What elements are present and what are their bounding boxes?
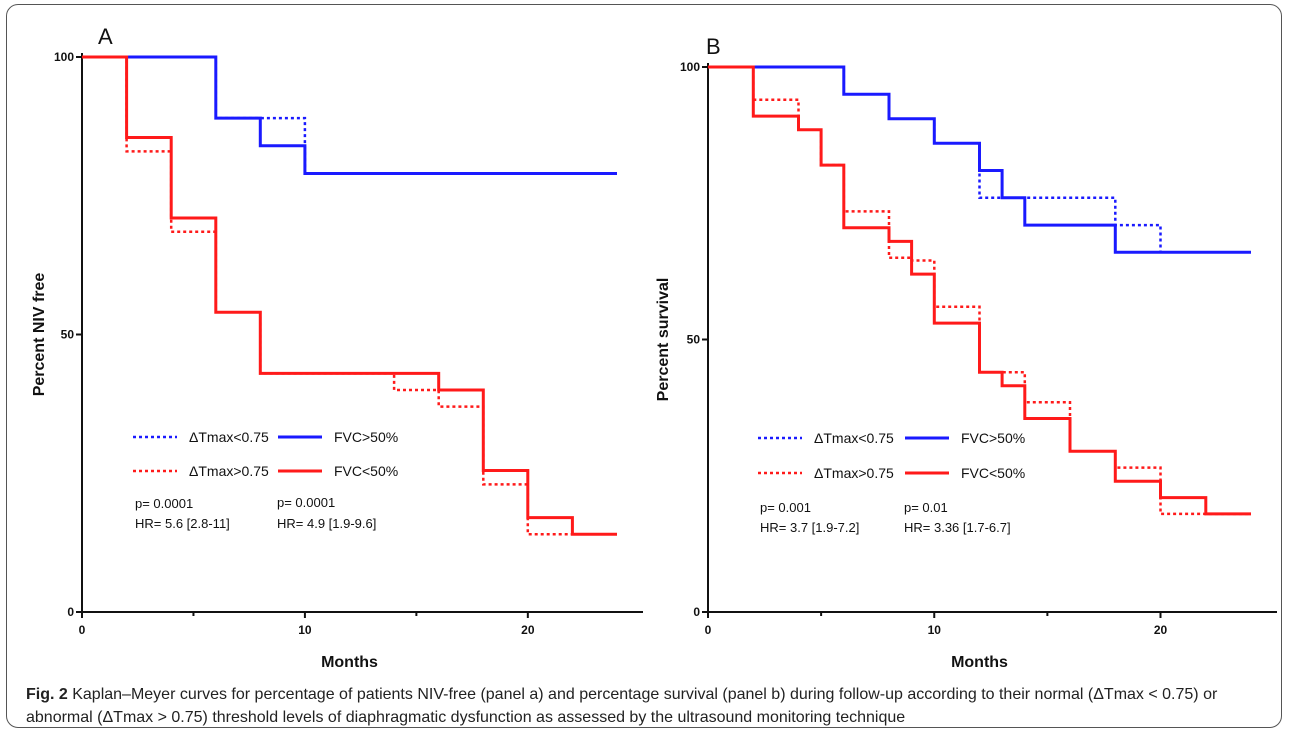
panel-b-y-axis-title: Percent survival (655, 278, 672, 402)
panel-a-series-tmax-0-75-curve (82, 55, 617, 536)
panel-a-y-axis-title: Percent NIV free (31, 273, 48, 397)
panel-b-x-tick-label: 10 (928, 623, 942, 637)
panel-b-hazard-ratio-text: HR= 3.7 [1.9-7.2] (760, 520, 859, 535)
panel-b-legend-label: ΔTmax>0.75 (814, 465, 894, 481)
panel-b-x-axis-title: Months (951, 654, 1008, 671)
panel-b-y-tick-label: 100 (680, 60, 700, 74)
panel-a-legend-label: FVC<50% (334, 463, 398, 479)
caption-text: Kaplan–Meyer curves for percentage of pa… (26, 686, 1218, 726)
panel-a-legend-label: FVC>50% (334, 429, 398, 445)
panel-b-x-tick-label: 20 (1154, 623, 1168, 637)
panel-b-y-tick-label: 50 (687, 333, 701, 347)
figure-frame (6, 4, 1282, 728)
panel-a-hazard-ratio-text: HR= 4.9 [1.9-9.6] (277, 516, 376, 531)
panel-b-label: B (706, 34, 721, 59)
panel-a-legend-label: ΔTmax>0.75 (189, 463, 269, 479)
panel-a-label: A (98, 24, 113, 49)
panel-b-series-fvc-50-curve (708, 65, 1251, 254)
panel-a-p-value-text: p= 0.0001 (135, 496, 193, 511)
panel-a-legend-label: ΔTmax<0.75 (189, 429, 269, 445)
panel-a-y-tick-label: 50 (61, 328, 75, 342)
panel-b-legend-label: ΔTmax<0.75 (814, 430, 894, 446)
panel-a-y-tick-label: 0 (67, 605, 74, 619)
panel-a-p-value-text: p= 0.0001 (277, 495, 335, 510)
panel-a-x-tick-label: 0 (79, 623, 86, 637)
panel-b-legend-label: FVC<50% (961, 465, 1025, 481)
panel-b-series-tmax-0-75-curve (708, 65, 1251, 516)
panel-b-x-tick-label: 0 (705, 623, 712, 637)
panel-a-x-tick-label: 10 (298, 623, 312, 637)
panel-a-x-tick-label: 20 (521, 623, 535, 637)
panel-b-series-fvc-50-curve (708, 65, 1251, 516)
panel-b-y-tick-label: 0 (693, 605, 700, 619)
panel-b-hazard-ratio-text: HR= 3.36 [1.7-6.7] (904, 520, 1011, 535)
panel-b-p-value-text: p= 0.001 (760, 500, 811, 515)
panel-b-legend-label: FVC>50% (961, 430, 1025, 446)
panel-a-series-fvc-50-curve (82, 55, 617, 175)
caption-figure-label: Fig. 2 (26, 686, 68, 703)
panel-a-hazard-ratio-text: HR= 5.6 [2.8-11] (135, 516, 230, 531)
panel-a-y-tick-label: 100 (54, 50, 74, 64)
panel-b-p-value-text: p= 0.01 (904, 500, 948, 515)
panel-a-x-axis-title: Months (321, 654, 378, 671)
panel-a-series-tmax-0-75-curve (82, 55, 617, 175)
panel-a-series-fvc-50-curve (82, 55, 617, 536)
figure-caption: Fig. 2 Kaplan–Meyer curves for percentag… (26, 683, 1276, 729)
